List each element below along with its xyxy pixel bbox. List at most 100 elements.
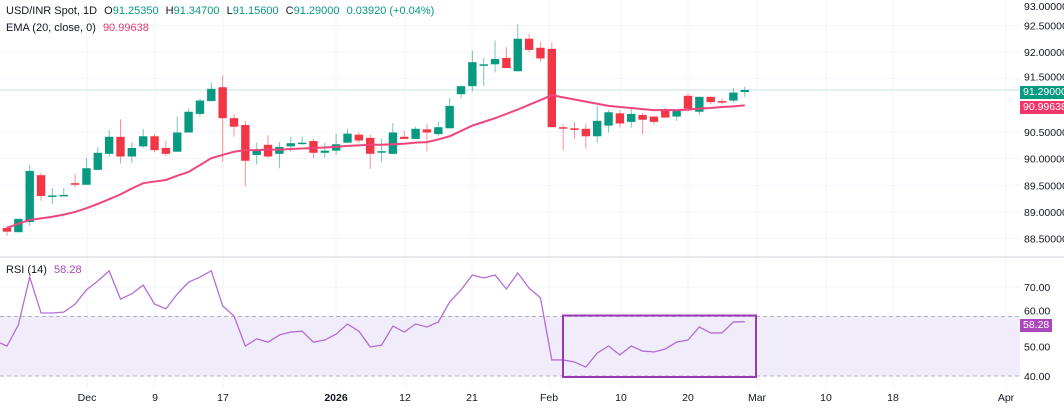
candle-down[interactable] (615, 110, 625, 128)
candle-body (468, 62, 477, 87)
candle-up[interactable] (434, 121, 443, 137)
candle-down[interactable] (354, 132, 364, 143)
time-axis-label: 21 (466, 392, 478, 404)
time-axis-label: 17 (217, 392, 229, 404)
candle-up[interactable] (740, 86, 749, 97)
ema-label: EMA (20, close, 0) (6, 22, 96, 34)
candle-down[interactable] (150, 134, 159, 153)
candle-down[interactable] (706, 96, 715, 105)
candle-up[interactable] (593, 105, 602, 143)
candle-up[interactable] (207, 82, 216, 102)
candle-down[interactable] (422, 124, 432, 152)
symbol-title[interactable]: USD/INR Spot, 1D (6, 5, 98, 17)
candle-down[interactable] (241, 120, 250, 186)
candle-up[interactable] (468, 50, 477, 92)
candle-down[interactable] (161, 140, 171, 156)
candle-body (445, 105, 454, 129)
candle-down[interactable] (638, 112, 647, 135)
candle-down[interactable] (536, 41, 545, 62)
candle-up[interactable] (173, 116, 182, 152)
candle-down[interactable] (558, 124, 568, 151)
candle-up[interactable] (729, 88, 738, 103)
candle-body (377, 151, 386, 153)
candle-down[interactable] (547, 42, 556, 128)
candle-down[interactable] (717, 98, 727, 105)
candle-body (400, 136, 409, 139)
candle-up[interactable] (695, 96, 704, 115)
candle-down[interactable] (36, 173, 46, 201)
candle-up[interactable] (331, 133, 341, 155)
candle-up[interactable] (25, 165, 34, 226)
candle-up[interactable] (275, 142, 284, 169)
candle-body (218, 87, 227, 119)
candle-body (252, 150, 261, 155)
candle-down[interactable] (524, 33, 534, 53)
price-axis-label: 88.50000 (1024, 234, 1064, 246)
rsi-highlight-box[interactable] (562, 314, 757, 378)
rsi-label: RSI (14) (6, 264, 47, 276)
candle-body (48, 195, 57, 197)
candle-up[interactable] (139, 128, 148, 148)
candle-up[interactable] (456, 85, 466, 99)
candle-down[interactable] (366, 134, 375, 169)
candle-up[interactable] (104, 129, 114, 157)
candle-body (161, 147, 171, 154)
candle-up[interactable] (297, 136, 307, 145)
candle-up[interactable] (627, 107, 636, 128)
price-axis-label: 93.00000 (1024, 1, 1064, 13)
candle-body (456, 86, 466, 95)
low-label: L91.15600 (226, 5, 279, 17)
candle-down[interactable] (502, 47, 511, 69)
rsi-line (0, 269, 745, 368)
candle-up[interactable] (93, 146, 102, 170)
rsi-value: 58.28 (54, 264, 82, 276)
rsi-axis-label: 40.00 (1024, 371, 1050, 383)
candle-up[interactable] (127, 142, 137, 163)
candle-up[interactable] (59, 187, 68, 197)
rsi-band-fill (0, 316, 1020, 376)
candle-up[interactable] (479, 57, 488, 87)
ema-legend[interactable]: EMA (20, close, 0) 90.99638 (6, 22, 153, 34)
candle-up[interactable] (14, 218, 23, 233)
candle-up[interactable] (672, 110, 681, 121)
rsi-axis-label: 60.00 (1024, 306, 1050, 318)
candle-down[interactable] (70, 174, 80, 187)
candle-up[interactable] (388, 122, 398, 154)
candle-up[interactable] (411, 126, 420, 139)
candle-body (649, 116, 659, 122)
candle-up[interactable] (513, 24, 522, 72)
candle-up[interactable] (445, 97, 454, 129)
candle-down[interactable] (263, 135, 273, 159)
candle-down[interactable] (570, 121, 579, 139)
candle-body (627, 113, 636, 122)
candle-up[interactable] (48, 187, 57, 204)
candle-down[interactable] (649, 116, 659, 125)
candle-down[interactable] (400, 130, 409, 139)
candle-up[interactable] (320, 142, 329, 158)
candle-body (297, 142, 307, 145)
rsi-legend[interactable]: RSI (14) 58.28 (6, 264, 86, 276)
candle-up[interactable] (343, 128, 352, 143)
rsi-axis-label: 70.00 (1024, 282, 1050, 294)
candle-down[interactable] (581, 123, 591, 149)
candle-up[interactable] (195, 98, 205, 117)
candle-body (139, 136, 148, 147)
candle-up[interactable] (604, 110, 613, 133)
candle-up[interactable] (252, 142, 261, 165)
candle-down[interactable] (116, 119, 125, 164)
candle-up[interactable] (490, 40, 500, 73)
candle-body (547, 48, 556, 128)
candle-up[interactable] (82, 158, 91, 185)
candle-down[interactable] (229, 113, 239, 137)
candle-body (672, 110, 681, 117)
candle-body (173, 132, 182, 152)
candle-down[interactable] (218, 75, 227, 162)
candle-body (422, 129, 432, 133)
candle-body (36, 175, 46, 196)
candles (2, 24, 749, 236)
candle-up[interactable] (184, 108, 193, 133)
axes: 93.00000 92.50000 92.00000 91.50000 90.50000… (78, 1, 1064, 404)
price-axis-label: 89.00000 (1024, 207, 1064, 219)
candle-up[interactable] (377, 138, 386, 162)
